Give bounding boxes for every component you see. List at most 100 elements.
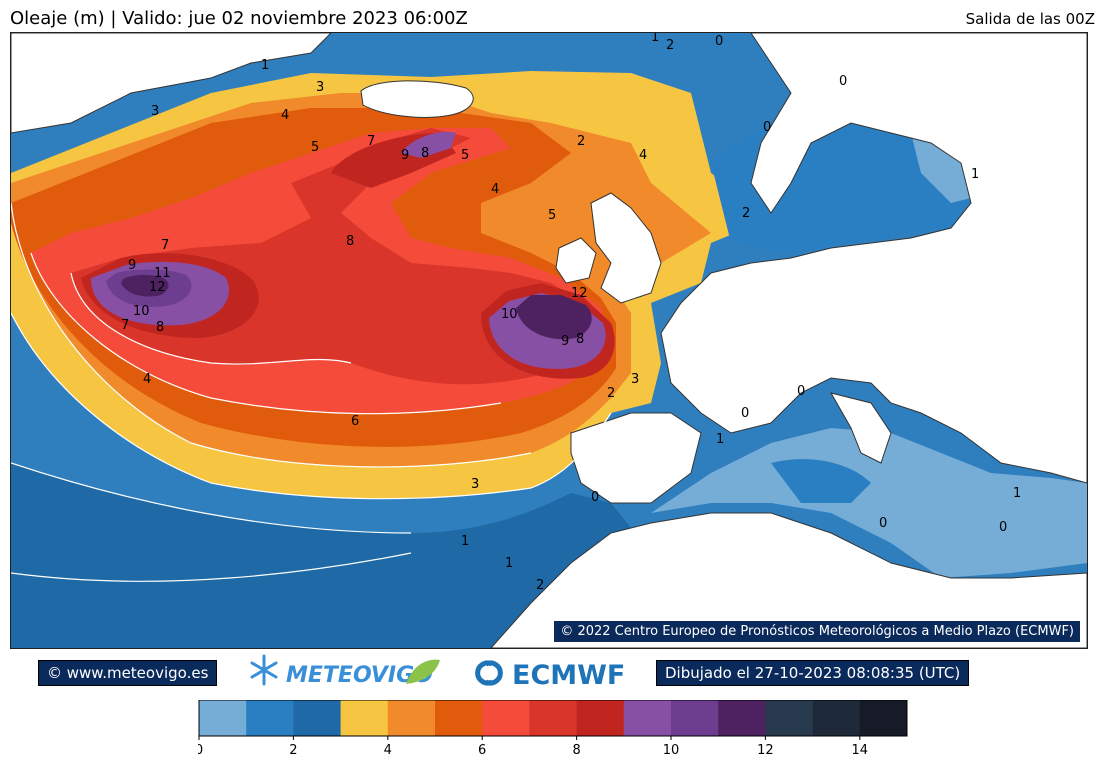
contour-label: 12 [149,280,166,295]
contour-label: 3 [316,80,324,95]
colorbar-swatch [718,700,766,736]
contour-label: 1 [1013,486,1021,501]
contour-label: 3 [471,477,479,492]
drawn-timestamp: Dibujado el 27-10-2023 08:08:35 (UTC) [656,660,970,686]
contour-lines [11,202,612,582]
colorbar-swatch [246,700,294,736]
colorbar-swatch [623,700,672,736]
contour-label: 12 [571,286,588,301]
mediterranean-sea [651,428,1087,578]
colorbar-swatch [435,700,483,736]
contour-label: 0 [715,34,723,49]
iberian-peninsula [570,412,702,504]
colorbar: 0 2 4 6 8 10 12 14 [195,699,910,770]
map-canvas: 7 9 11 12 10 7 8 4 6 3 10 9 8 12 5 7 9 8… [11,33,1087,648]
colorbar-swatch [529,700,578,736]
contour-label: 9 [128,258,136,273]
med-band-1-2 [771,459,871,503]
meteovigo-wordmark: METEOVIGO [286,663,433,688]
europe-mainland [660,33,1087,484]
contour-label: 11 [154,266,171,281]
band-9-10-north [401,131,456,158]
ecmwf-symbol-icon [475,660,503,686]
contour-label: 3 [151,104,159,119]
colorbar-swatch [199,700,247,736]
contour-label: 4 [639,148,647,163]
italy [829,392,892,464]
colorbar-swatch [576,700,625,736]
band-2-3 [11,463,661,648]
great-britain [590,192,662,304]
contour-label: 0 [591,490,599,505]
contour-label: 5 [548,208,556,223]
contour-label: 10 [133,304,150,319]
colorbar-swatch [293,700,342,736]
contour-label: 1 [261,58,269,73]
leaf-icon [406,659,440,684]
contour-label: 7 [367,134,375,149]
contour-label: 2 [742,206,750,221]
contour-label: 2 [577,134,585,149]
colorbar-tick-label: 2 [289,743,297,758]
contour-label: 1 [461,534,469,549]
contour-label: 1 [971,167,979,182]
snowflake-icon [250,654,278,686]
colorbar-tick-label: 14 [852,743,869,758]
contour-label: 8 [156,320,164,335]
contour-label: 0 [839,74,847,89]
contour-label: 4 [143,372,151,387]
colorbar-tick-label: 4 [384,743,392,758]
contour-label: 2 [666,38,674,53]
meteovigo-logo: METEOVIGO [248,652,448,696]
colorbar-swatch [482,700,530,736]
contour-label: 8 [421,146,429,161]
colorbar-swatch [765,700,814,736]
contour-label: 1 [716,432,724,447]
contour-label: 8 [576,332,584,347]
contour-label: 2 [607,386,615,401]
colorbar-swatch [340,700,389,736]
contour-label: 0 [999,520,1007,535]
wave-height-map[interactable]: 7 9 11 12 10 7 8 4 6 3 10 9 8 12 5 7 9 8… [10,32,1088,649]
contour-label: 0 [879,516,887,531]
contour-label: 5 [461,148,469,163]
contour-label: 0 [741,406,749,421]
band-11-12-east [516,295,592,340]
ecmwf-copyright: © 2022 Centro Europeo de Pronósticos Met… [553,620,1081,643]
contour-label: 1 [505,556,513,571]
contour-label: 0 [763,120,771,135]
contour-label: 10 [501,307,518,322]
run-label: Salida de las 00Z [965,10,1095,28]
greenland [11,33,332,134]
site-credit[interactable]: © www.meteovigo.es [38,660,218,686]
contour-label: 5 [311,140,319,155]
contour-label: 4 [281,108,289,123]
ecmwf-wordmark: ECMWF [512,660,625,690]
contour-label: 7 [161,238,169,253]
ecmwf-logo: ECMWF [468,656,628,694]
colorbar-tick-label: 6 [478,743,486,758]
contour-label: 0 [797,384,805,399]
colorbar-swatch [387,700,436,736]
contour-label: 9 [561,334,569,349]
contour-label: 1 [651,33,659,45]
contour-label: 7 [121,318,129,333]
colorbar-swatch [859,700,908,736]
contour-label: 6 [351,414,359,429]
band-12-west [121,274,169,297]
contour-label: 9 [401,148,409,163]
colorbar-tick-label: 12 [757,743,774,758]
colorbar-swatch [671,700,719,736]
colorbar-border [198,699,908,737]
colorbar-tick-label: 10 [663,743,680,758]
contour-label: 4 [491,182,499,197]
colorbar-swatch [812,700,861,736]
ireland [555,237,597,284]
colorbar-tick-label: 0 [198,743,203,758]
contour-label: 2 [536,578,544,593]
north-africa [490,512,1087,648]
colorbar-tick-label: 8 [572,743,580,758]
contour-label: 3 [631,372,639,387]
map-title: Oleaje (m) | Valido: jue 02 noviembre 20… [10,8,468,29]
contour-label: 8 [346,234,354,249]
